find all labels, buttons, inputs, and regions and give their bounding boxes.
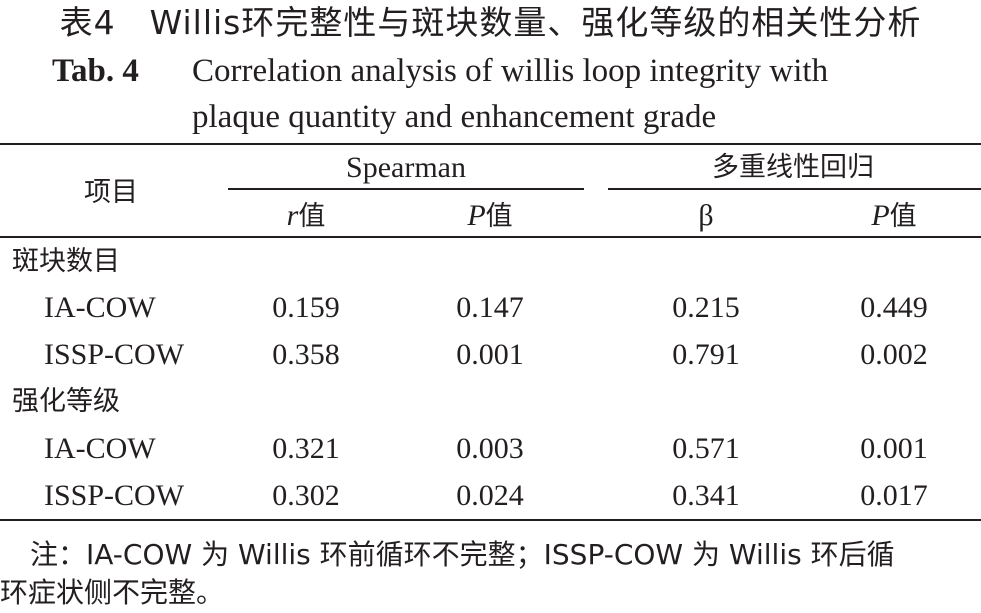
header-beta: β bbox=[698, 199, 714, 232]
cell-p2: 0.449 bbox=[860, 291, 928, 324]
regression-rule bbox=[608, 188, 981, 190]
cell-beta: 0.341 bbox=[672, 479, 740, 512]
row-name: ISSP-COW bbox=[44, 338, 185, 371]
header-p2-letter: P bbox=[871, 199, 890, 232]
table-note-line2: 环症状侧不完整。 bbox=[0, 576, 225, 609]
cell-p2: 0.001 bbox=[860, 432, 928, 465]
cell-beta: 0.791 bbox=[672, 338, 740, 371]
header-r-suffix: 值 bbox=[298, 201, 326, 232]
cell-p1: 0.147 bbox=[456, 291, 524, 324]
group-label-enhancement-grade: 强化等级 bbox=[12, 386, 120, 417]
header-regression: 多重线性回归 bbox=[712, 152, 874, 183]
cell-r: 0.358 bbox=[272, 338, 340, 371]
bottom-rule bbox=[0, 519, 981, 521]
cell-p2: 0.017 bbox=[860, 479, 928, 512]
cell-beta: 0.571 bbox=[672, 432, 740, 465]
cell-beta: 0.215 bbox=[672, 291, 740, 324]
header-p2-suffix: 值 bbox=[889, 201, 917, 232]
cell-p1: 0.024 bbox=[456, 479, 524, 512]
group-label-plaque-count: 斑块数目 bbox=[12, 246, 120, 277]
row-name: IA-COW bbox=[44, 291, 156, 324]
header-spearman: Spearman bbox=[346, 151, 466, 184]
header-r-value: r值 bbox=[287, 198, 326, 235]
table-title-en-label: Tab. 4 bbox=[52, 53, 139, 89]
header-p1-suffix: 值 bbox=[485, 201, 513, 232]
header-p-value-2: P值 bbox=[871, 198, 916, 235]
header-item: 项目 bbox=[84, 177, 138, 208]
table-note: 注：IA-COW 为 Willis 环前循环不完整；ISSP-COW 为 Wil… bbox=[0, 536, 981, 612]
spearman-rule bbox=[228, 188, 584, 190]
cell-r: 0.302 bbox=[272, 479, 340, 512]
cell-r: 0.321 bbox=[272, 432, 340, 465]
table-title-en-line2: plaque quantity and enhancement grade bbox=[192, 99, 717, 135]
header-p-value-1: P值 bbox=[467, 198, 512, 235]
cell-p1: 0.003 bbox=[456, 432, 524, 465]
row-name: IA-COW bbox=[44, 432, 156, 465]
cell-p2: 0.002 bbox=[860, 338, 928, 371]
row-name: ISSP-COW bbox=[44, 479, 185, 512]
table-title-en-line1: Correlation analysis of willis loop inte… bbox=[192, 53, 829, 89]
header-r-letter: r bbox=[286, 199, 299, 232]
table-note-line1: 注：IA-COW 为 Willis 环前循环不完整；ISSP-COW 为 Wil… bbox=[30, 538, 895, 571]
cell-r: 0.159 bbox=[272, 291, 340, 324]
table-title-cn: 表4 Willis环完整性与斑块数量、强化等级的相关性分析 bbox=[59, 3, 922, 42]
cell-p1: 0.001 bbox=[456, 338, 524, 371]
header-bottom-rule bbox=[0, 236, 981, 238]
top-rule bbox=[0, 143, 981, 145]
table-title-en: Tab. 4 Correlation analysis of willis loo… bbox=[52, 48, 972, 140]
header-p1-letter: P bbox=[467, 199, 486, 232]
